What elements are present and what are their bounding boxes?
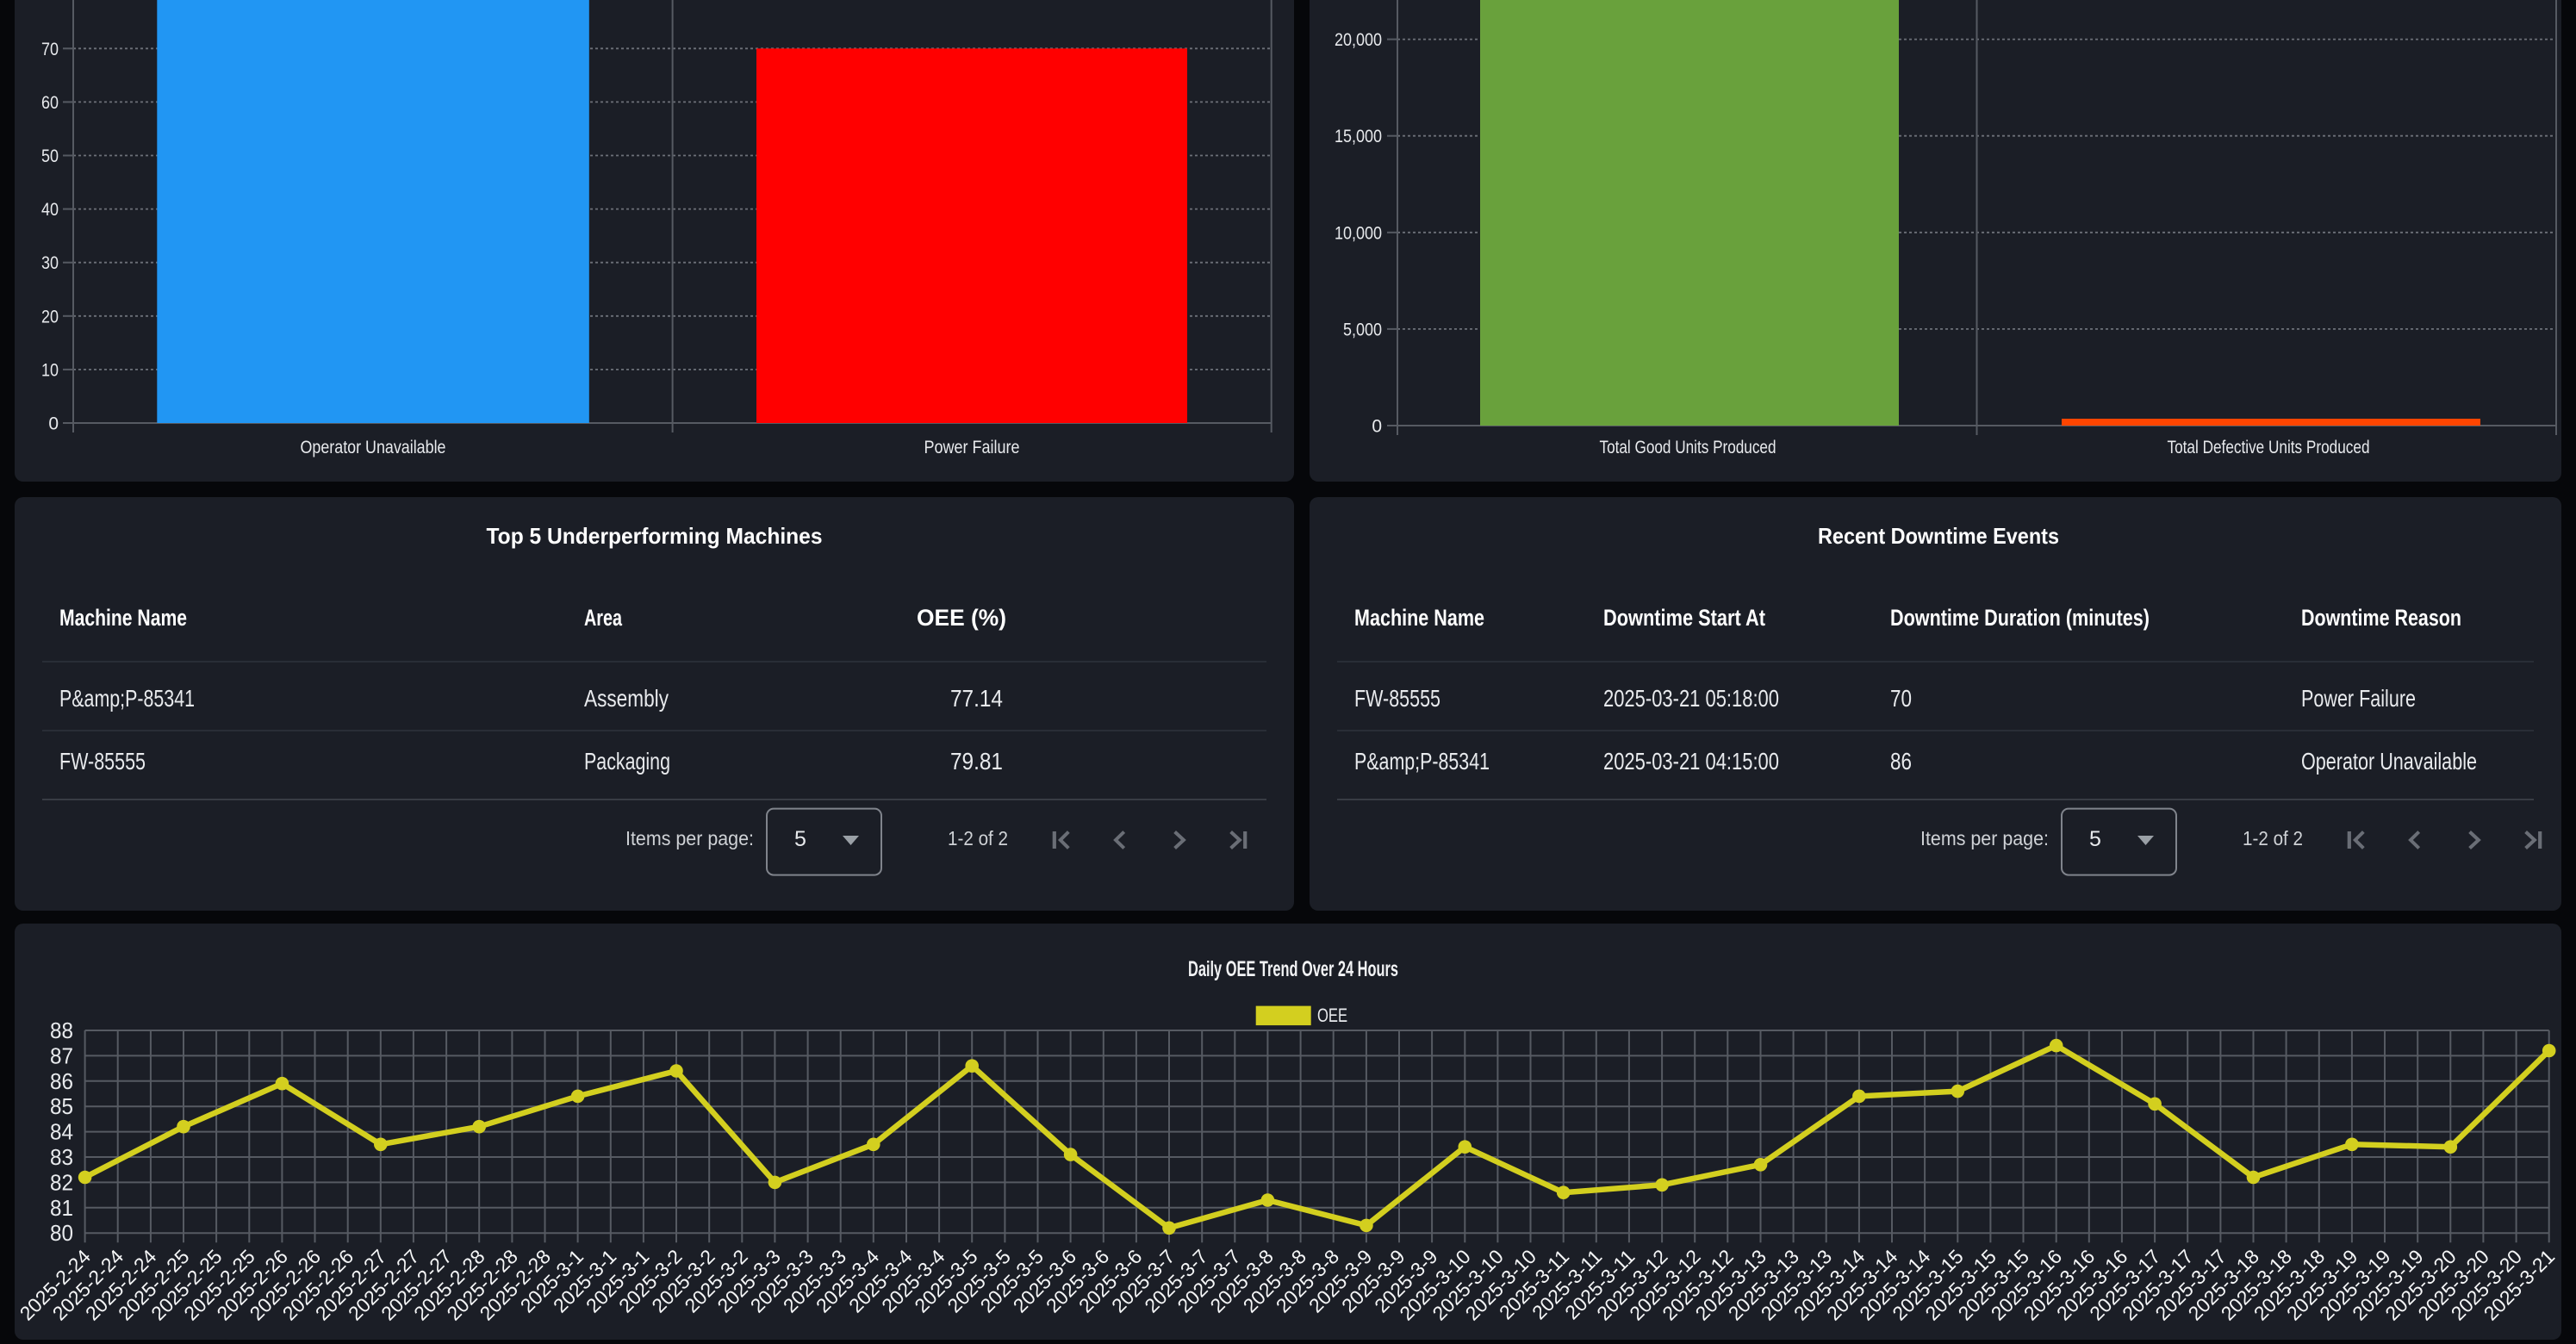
svg-text:70: 70 xyxy=(41,40,59,59)
svg-text:Operator Unavailable: Operator Unavailable xyxy=(301,438,446,457)
svg-text:Total Defective Units Produced: Total Defective Units Produced xyxy=(2168,438,2370,457)
svg-text:Operator Unavailable: Operator Unavailable xyxy=(2301,748,2477,775)
svg-text:Items per page:: Items per page: xyxy=(1920,827,2049,849)
svg-text:5: 5 xyxy=(2089,827,2101,851)
svg-text:Power Failure: Power Failure xyxy=(2301,685,2416,712)
svg-text:40: 40 xyxy=(41,200,59,220)
svg-text:20: 20 xyxy=(41,307,59,327)
svg-text:0: 0 xyxy=(1372,417,1382,437)
svg-text:Area: Area xyxy=(584,605,623,631)
svg-text:30: 30 xyxy=(41,253,59,273)
svg-text:79.81: 79.81 xyxy=(950,748,1003,775)
svg-text:2025-03-21 05:18:00: 2025-03-21 05:18:00 xyxy=(1603,685,1779,712)
svg-text:86: 86 xyxy=(1890,748,1912,775)
svg-text:Machine Name: Machine Name xyxy=(1354,605,1484,631)
svg-text:80: 80 xyxy=(50,1220,73,1246)
svg-text:82: 82 xyxy=(50,1169,73,1195)
svg-text:OEE: OEE xyxy=(1317,1005,1347,1026)
svg-text:Top 5 Underperforming Machines: Top 5 Underperforming Machines xyxy=(487,523,823,549)
svg-text:77.14: 77.14 xyxy=(950,685,1003,712)
svg-text:1-2 of 2: 1-2 of 2 xyxy=(2243,827,2303,849)
svg-text:P&amp;P-85341: P&amp;P-85341 xyxy=(1354,748,1490,775)
svg-text:5: 5 xyxy=(794,827,806,851)
svg-text:Total Good Units Produced: Total Good Units Produced xyxy=(1600,438,1776,457)
svg-text:60: 60 xyxy=(41,93,59,113)
svg-text:OEE (%): OEE (%) xyxy=(917,605,1006,631)
svg-text:20,000: 20,000 xyxy=(1335,30,1382,50)
svg-text:10,000: 10,000 xyxy=(1335,223,1382,243)
svg-text:87: 87 xyxy=(50,1042,73,1068)
svg-text:86: 86 xyxy=(50,1068,73,1094)
svg-text:Downtime Reason: Downtime Reason xyxy=(2301,605,2461,631)
svg-text:Machine Name: Machine Name xyxy=(59,605,187,631)
svg-text:15,000: 15,000 xyxy=(1335,127,1382,146)
svg-text:84: 84 xyxy=(50,1119,73,1145)
svg-text:5,000: 5,000 xyxy=(1343,320,1382,339)
svg-text:83: 83 xyxy=(50,1144,73,1170)
svg-text:Power Failure: Power Failure xyxy=(924,438,1020,457)
svg-text:Packaging: Packaging xyxy=(584,748,670,775)
svg-text:2025-03-21 04:15:00: 2025-03-21 04:15:00 xyxy=(1603,748,1779,775)
svg-text:P&amp;P-85341: P&amp;P-85341 xyxy=(59,685,195,712)
svg-text:Daily OEE Trend Over 24 Hours: Daily OEE Trend Over 24 Hours xyxy=(1188,957,1398,981)
svg-text:Items per page:: Items per page: xyxy=(625,827,754,849)
svg-text:FW-85555: FW-85555 xyxy=(1354,685,1440,712)
svg-text:0: 0 xyxy=(48,414,59,434)
svg-text:88: 88 xyxy=(50,1017,73,1043)
svg-text:Recent Downtime Events: Recent Downtime Events xyxy=(1818,523,2059,549)
svg-text:Assembly: Assembly xyxy=(584,685,669,712)
svg-text:85: 85 xyxy=(50,1093,73,1119)
svg-text:50: 50 xyxy=(41,146,59,166)
svg-text:FW-85555: FW-85555 xyxy=(59,748,146,775)
svg-text:Downtime Duration (minutes): Downtime Duration (minutes) xyxy=(1890,605,2150,631)
svg-text:Downtime Start At: Downtime Start At xyxy=(1603,605,1765,631)
svg-text:81: 81 xyxy=(50,1195,73,1221)
svg-text:1-2 of 2: 1-2 of 2 xyxy=(948,827,1008,849)
svg-text:70: 70 xyxy=(1890,685,1912,712)
svg-text:10: 10 xyxy=(41,360,59,380)
